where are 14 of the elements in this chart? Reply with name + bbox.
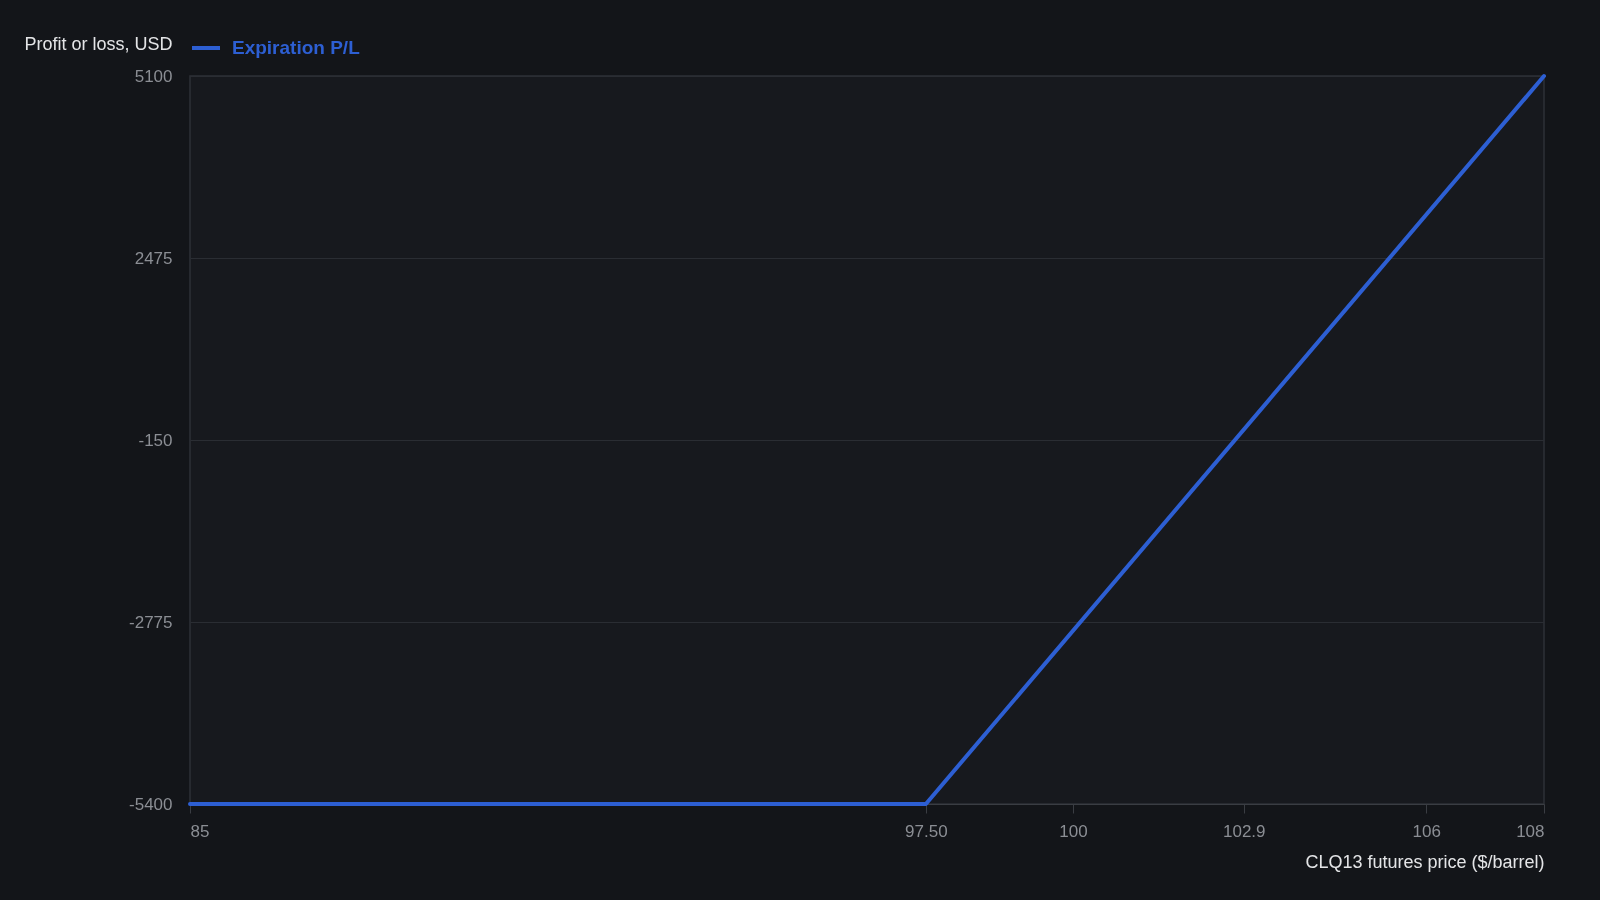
y-tick-label: 5100 xyxy=(134,66,173,86)
x-axis-title: CLQ13 futures price ($/barrel) xyxy=(1305,851,1545,872)
x-tick-label: 85 xyxy=(190,821,210,841)
x-tick-label: 102.9 xyxy=(1222,821,1266,841)
y-axis-title: Profit or loss, USD xyxy=(24,33,173,54)
x-tick-label: 106 xyxy=(1412,821,1441,841)
x-tick-label: 108 xyxy=(1516,821,1545,841)
y-tick-label: -150 xyxy=(138,430,173,450)
x-tick-label: 97.50 xyxy=(905,821,948,841)
y-tick-label: -5400 xyxy=(129,794,173,814)
y-tick-label: -2775 xyxy=(129,612,173,632)
x-tick-label: 100 xyxy=(1059,821,1088,841)
legend-label: Expiration P/L xyxy=(232,37,361,58)
y-tick-label: 2475 xyxy=(134,248,173,268)
